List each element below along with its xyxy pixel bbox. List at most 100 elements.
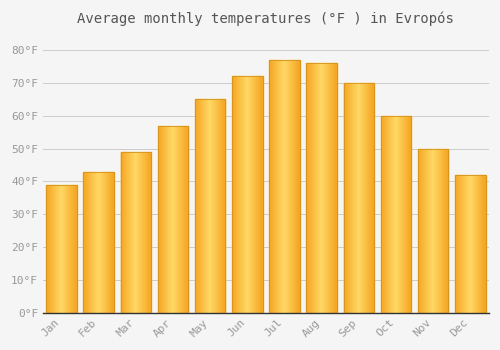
Bar [64, 185, 66, 313]
Bar [246, 76, 248, 313]
Bar [299, 60, 300, 313]
Bar [345, 83, 346, 313]
Bar [293, 60, 294, 313]
Bar [441, 148, 442, 313]
Bar [211, 99, 212, 313]
Bar [243, 76, 244, 313]
Bar [199, 99, 200, 313]
Bar [160, 126, 161, 313]
Bar [256, 76, 258, 313]
Bar [475, 175, 476, 313]
Bar [212, 99, 213, 313]
Bar [141, 152, 142, 313]
Bar [207, 99, 208, 313]
Bar [221, 99, 222, 313]
Bar [183, 126, 184, 313]
Bar [163, 126, 164, 313]
Bar [105, 172, 106, 313]
Bar [50, 185, 51, 313]
Bar [126, 152, 128, 313]
Bar [360, 83, 361, 313]
Bar [443, 148, 444, 313]
Bar [289, 60, 290, 313]
Bar [386, 116, 387, 313]
Bar [409, 116, 410, 313]
Bar [217, 99, 218, 313]
Bar [344, 83, 374, 313]
Bar [236, 76, 238, 313]
Bar [317, 63, 318, 313]
Bar [471, 175, 472, 313]
Bar [58, 185, 59, 313]
Bar [446, 148, 447, 313]
Bar [91, 172, 92, 313]
Bar [393, 116, 394, 313]
Bar [406, 116, 408, 313]
Bar [180, 126, 182, 313]
Bar [276, 60, 277, 313]
Bar [144, 152, 145, 313]
Bar [242, 76, 243, 313]
Bar [382, 116, 383, 313]
Bar [104, 172, 105, 313]
Bar [134, 152, 135, 313]
Bar [252, 76, 254, 313]
Bar [138, 152, 139, 313]
Bar [162, 126, 163, 313]
Bar [456, 175, 458, 313]
Bar [260, 76, 261, 313]
Bar [356, 83, 358, 313]
Bar [324, 63, 326, 313]
Bar [172, 126, 173, 313]
Bar [331, 63, 332, 313]
Bar [431, 148, 432, 313]
Bar [98, 172, 100, 313]
Bar [248, 76, 249, 313]
Bar [384, 116, 386, 313]
Bar [196, 99, 197, 313]
Bar [205, 99, 206, 313]
Bar [312, 63, 314, 313]
Bar [129, 152, 130, 313]
Bar [178, 126, 179, 313]
Bar [418, 148, 420, 313]
Bar [56, 185, 57, 313]
Bar [481, 175, 482, 313]
Bar [432, 148, 433, 313]
Bar [422, 148, 423, 313]
Bar [133, 152, 134, 313]
Bar [474, 175, 475, 313]
Bar [298, 60, 299, 313]
Bar [328, 63, 330, 313]
Bar [128, 152, 129, 313]
Bar [279, 60, 280, 313]
Bar [397, 116, 398, 313]
Bar [455, 175, 486, 313]
Bar [245, 76, 246, 313]
Bar [352, 83, 354, 313]
Bar [84, 172, 114, 313]
Bar [428, 148, 430, 313]
Bar [107, 172, 108, 313]
Bar [346, 83, 348, 313]
Bar [223, 99, 224, 313]
Bar [125, 152, 126, 313]
Bar [112, 172, 113, 313]
Bar [381, 116, 411, 313]
Bar [195, 99, 196, 313]
Bar [332, 63, 333, 313]
Bar [111, 172, 112, 313]
Bar [72, 185, 73, 313]
Bar [142, 152, 144, 313]
Bar [120, 152, 122, 313]
Bar [234, 76, 235, 313]
Bar [274, 60, 276, 313]
Bar [410, 116, 411, 313]
Bar [146, 152, 148, 313]
Bar [327, 63, 328, 313]
Bar [69, 185, 70, 313]
Bar [306, 63, 307, 313]
Bar [292, 60, 293, 313]
Bar [330, 63, 331, 313]
Bar [434, 148, 436, 313]
